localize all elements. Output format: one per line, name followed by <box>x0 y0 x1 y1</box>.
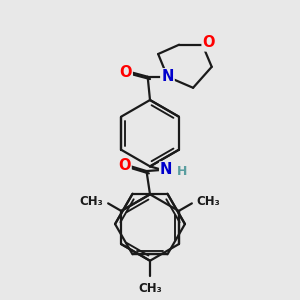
Text: O: O <box>202 35 215 50</box>
Text: O: O <box>118 158 130 173</box>
Text: CH₃: CH₃ <box>80 194 104 208</box>
Text: O: O <box>119 64 132 80</box>
Text: CH₃: CH₃ <box>196 194 220 208</box>
Text: N: N <box>160 162 172 177</box>
Text: H: H <box>177 165 188 178</box>
Text: N: N <box>161 69 174 84</box>
Text: CH₃: CH₃ <box>138 282 162 295</box>
